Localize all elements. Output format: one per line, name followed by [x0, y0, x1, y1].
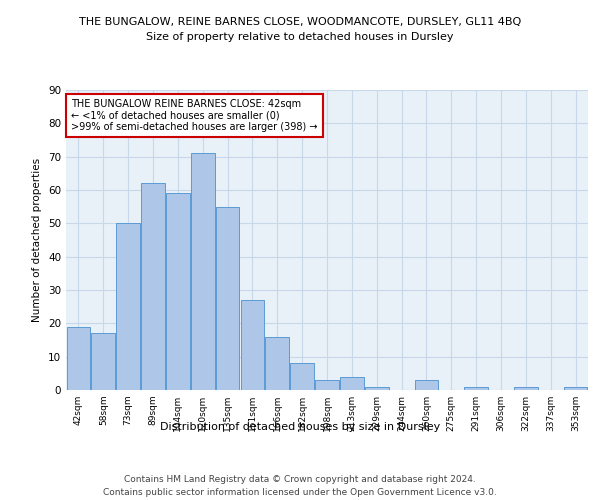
- Bar: [216, 206, 239, 390]
- Bar: [290, 364, 314, 390]
- Bar: [91, 334, 115, 390]
- Text: THE BUNGALOW REINE BARNES CLOSE: 42sqm
← <1% of detached houses are smaller (0)
: THE BUNGALOW REINE BARNES CLOSE: 42sqm ←…: [71, 99, 318, 132]
- Bar: [141, 184, 165, 390]
- Bar: [191, 154, 215, 390]
- Bar: [116, 224, 140, 390]
- Bar: [564, 386, 587, 390]
- Bar: [265, 336, 289, 390]
- Bar: [315, 380, 339, 390]
- Bar: [415, 380, 438, 390]
- Text: THE BUNGALOW, REINE BARNES CLOSE, WOODMANCOTE, DURSLEY, GL11 4BQ: THE BUNGALOW, REINE BARNES CLOSE, WOODMA…: [79, 18, 521, 28]
- Text: Contains public sector information licensed under the Open Government Licence v3: Contains public sector information licen…: [103, 488, 497, 497]
- Bar: [514, 386, 538, 390]
- Y-axis label: Number of detached properties: Number of detached properties: [32, 158, 43, 322]
- Text: Size of property relative to detached houses in Dursley: Size of property relative to detached ho…: [146, 32, 454, 42]
- Bar: [365, 386, 389, 390]
- Bar: [67, 326, 90, 390]
- Text: Contains HM Land Registry data © Crown copyright and database right 2024.: Contains HM Land Registry data © Crown c…: [124, 476, 476, 484]
- Bar: [340, 376, 364, 390]
- Bar: [241, 300, 264, 390]
- Text: Distribution of detached houses by size in Dursley: Distribution of detached houses by size …: [160, 422, 440, 432]
- Bar: [166, 194, 190, 390]
- Bar: [464, 386, 488, 390]
